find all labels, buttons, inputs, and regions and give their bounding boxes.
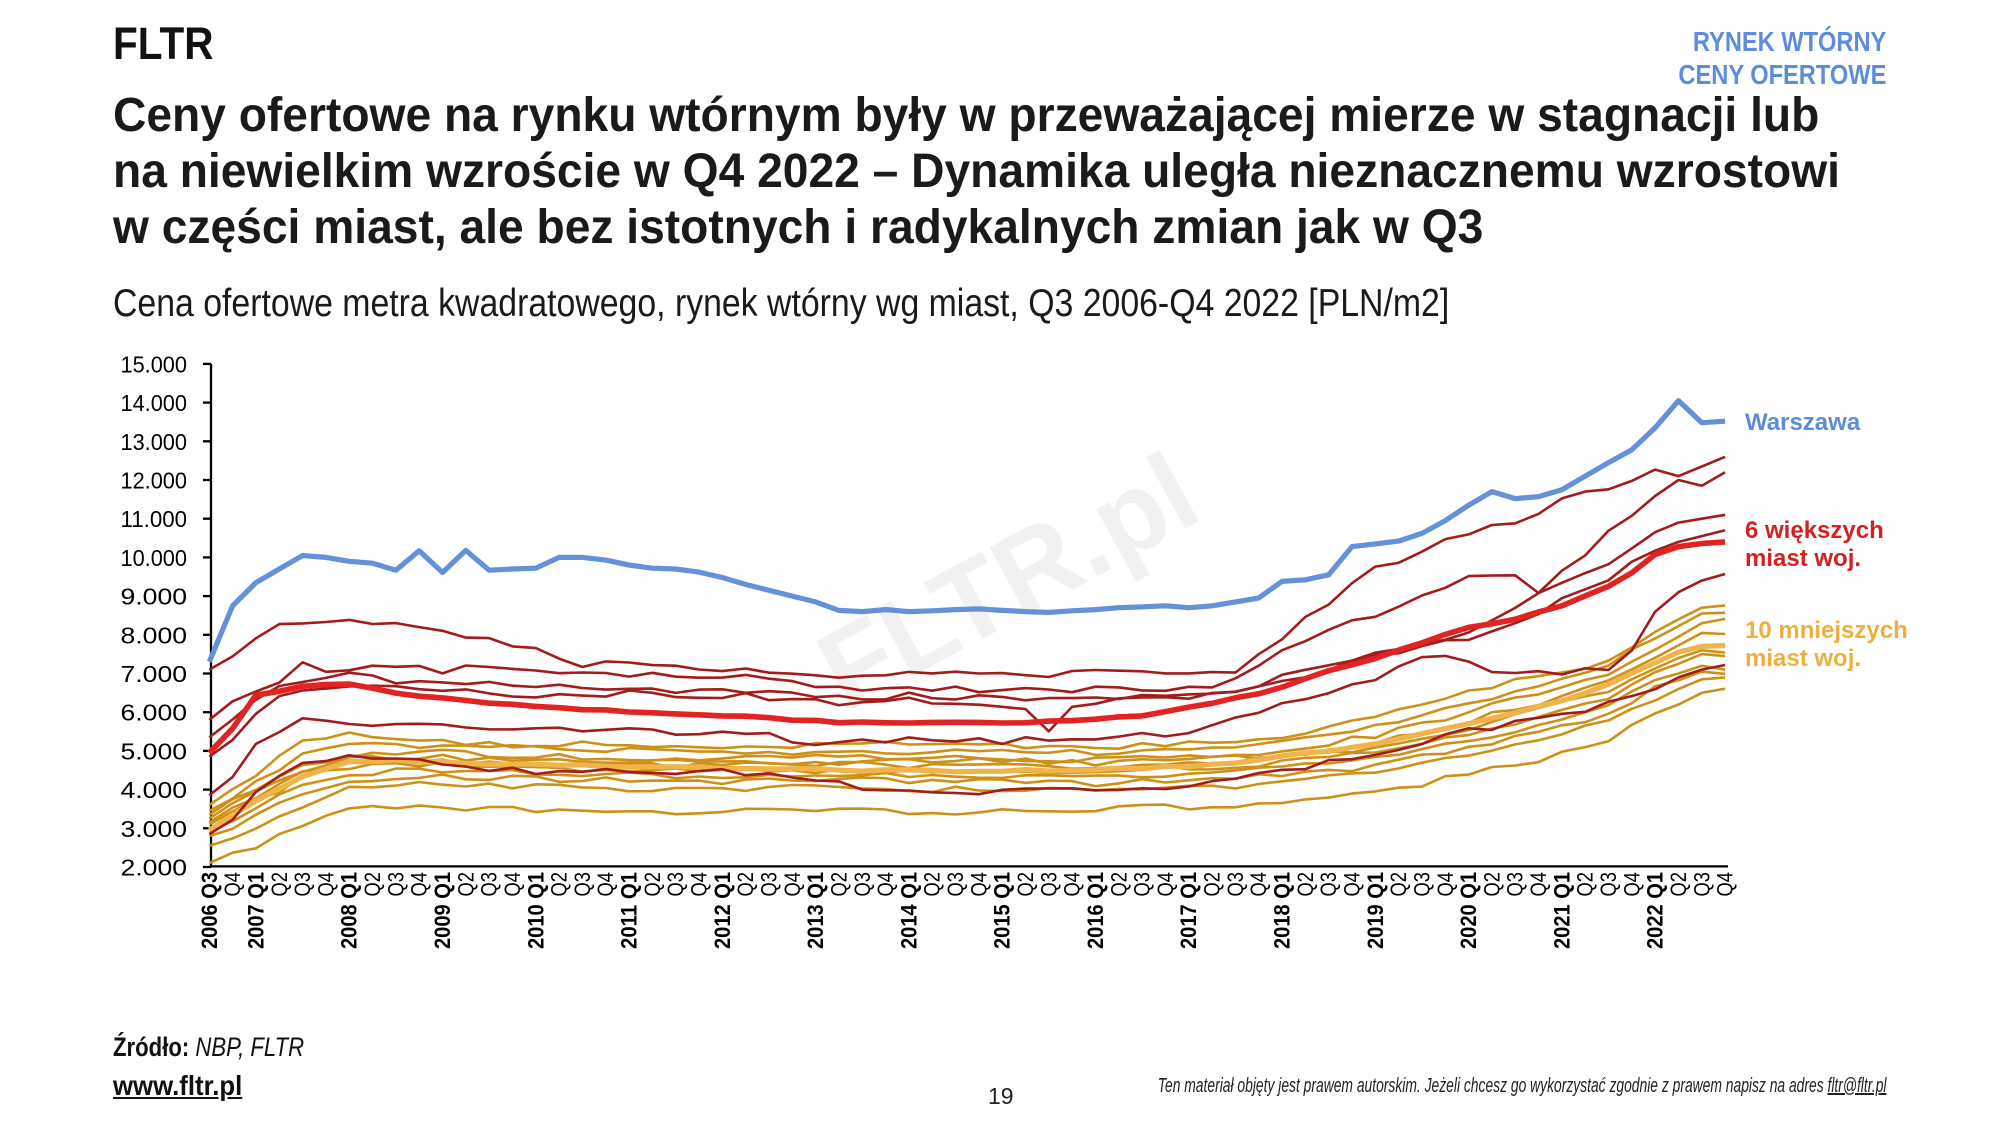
svg-text:Q2: Q2 (1479, 872, 1504, 897)
svg-text:2.000: 2.000 (121, 855, 188, 881)
svg-text:Q3: Q3 (1130, 872, 1155, 897)
svg-text:Q3: Q3 (1223, 872, 1248, 897)
svg-text:2014 Q1: 2014 Q1 (896, 872, 921, 949)
svg-text:2015 Q1: 2015 Q1 (990, 872, 1015, 949)
svg-text:Q4: Q4 (500, 872, 525, 897)
svg-text:14.000: 14.000 (121, 390, 188, 416)
svg-text:5.000: 5.000 (121, 738, 188, 764)
svg-text:2018 Q1: 2018 Q1 (1270, 872, 1295, 949)
svg-text:2007 Q1: 2007 Q1 (243, 872, 268, 949)
svg-text:2009 Q1: 2009 Q1 (430, 872, 455, 949)
svg-text:15.000: 15.000 (121, 351, 188, 377)
svg-text:Q2: Q2 (920, 872, 945, 897)
svg-text:Q4: Q4 (1246, 872, 1271, 897)
svg-text:Q3: Q3 (663, 872, 688, 897)
svg-text:4.000: 4.000 (121, 777, 188, 803)
svg-text:2016 Q1: 2016 Q1 (1083, 872, 1108, 949)
svg-text:2020 Q1: 2020 Q1 (1456, 872, 1481, 949)
svg-text:Q2: Q2 (733, 872, 758, 897)
svg-text:3.000: 3.000 (121, 816, 188, 842)
svg-text:Warszawa: Warszawa (1745, 409, 1861, 436)
svg-text:12.000: 12.000 (121, 468, 188, 494)
svg-text:Q2: Q2 (453, 872, 478, 897)
svg-text:Q4: Q4 (313, 872, 338, 897)
svg-text:Q4: Q4 (1713, 872, 1738, 897)
svg-text:Q3: Q3 (943, 872, 968, 897)
svg-text:2013 Q1: 2013 Q1 (803, 872, 828, 949)
svg-text:Q2: Q2 (640, 872, 665, 897)
svg-text:13.000: 13.000 (121, 429, 188, 455)
svg-text:2021 Q1: 2021 Q1 (1549, 872, 1574, 949)
svg-text:Q2: Q2 (547, 872, 572, 897)
svg-text:Q4: Q4 (593, 872, 618, 897)
svg-text:Q2: Q2 (1013, 872, 1038, 897)
svg-text:10 mniejszych: 10 mniejszych (1745, 617, 1908, 644)
svg-text:Q4: Q4 (1526, 872, 1551, 897)
svg-text:miast woj.: miast woj. (1745, 545, 1861, 572)
svg-text:Q2: Q2 (1386, 872, 1411, 897)
svg-text:Q4: Q4 (780, 872, 805, 897)
svg-text:2006 Q3: 2006 Q3 (197, 872, 222, 949)
svg-text:Q2: Q2 (1106, 872, 1131, 897)
svg-text:Q3: Q3 (757, 872, 782, 897)
svg-text:Q2: Q2 (267, 872, 292, 897)
svg-text:Q4: Q4 (220, 872, 245, 897)
svg-text:Q4: Q4 (407, 872, 432, 897)
svg-text:Q3: Q3 (570, 872, 595, 897)
svg-text:6.000: 6.000 (121, 700, 188, 726)
svg-text:10.000: 10.000 (121, 545, 188, 571)
svg-text:Q3: Q3 (1036, 872, 1061, 897)
svg-text:miast woj.: miast woj. (1745, 645, 1861, 672)
svg-text:2011 Q1: 2011 Q1 (617, 872, 642, 949)
svg-text:2022 Q1: 2022 Q1 (1643, 872, 1668, 949)
svg-text:Q3: Q3 (1596, 872, 1621, 897)
svg-text:FLTR.pl: FLTR.pl (798, 429, 1217, 734)
svg-text:Q3: Q3 (1503, 872, 1528, 897)
svg-text:2008 Q1: 2008 Q1 (337, 872, 362, 949)
svg-text:Q3: Q3 (850, 872, 875, 897)
svg-text:6 większych: 6 większych (1745, 517, 1884, 544)
svg-text:Q3: Q3 (1689, 872, 1714, 897)
svg-text:Q2: Q2 (1573, 872, 1598, 897)
svg-text:Q4: Q4 (1340, 872, 1365, 897)
svg-text:Q2: Q2 (1666, 872, 1691, 897)
svg-text:Q4: Q4 (873, 872, 898, 897)
svg-text:Q3: Q3 (1409, 872, 1434, 897)
svg-text:2010 Q1: 2010 Q1 (523, 872, 548, 949)
svg-text:Q2: Q2 (826, 872, 851, 897)
svg-text:2017 Q1: 2017 Q1 (1176, 872, 1201, 949)
svg-text:Q4: Q4 (1619, 872, 1644, 897)
svg-text:Q3: Q3 (477, 872, 502, 897)
svg-text:Q2: Q2 (360, 872, 385, 897)
svg-text:7.000: 7.000 (121, 661, 188, 687)
svg-text:Q3: Q3 (290, 872, 315, 897)
svg-text:11.000: 11.000 (121, 506, 188, 532)
svg-text:Q2: Q2 (1293, 872, 1318, 897)
svg-text:Q4: Q4 (966, 872, 991, 897)
svg-text:8.000: 8.000 (121, 622, 188, 648)
svg-text:Q2: Q2 (1200, 872, 1225, 897)
svg-text:Q4: Q4 (1433, 872, 1458, 897)
svg-text:Q4: Q4 (1153, 872, 1178, 897)
svg-text:Q4: Q4 (1060, 872, 1085, 897)
svg-text:9.000: 9.000 (121, 584, 188, 610)
svg-text:2019 Q1: 2019 Q1 (1363, 872, 1388, 949)
svg-text:Q3: Q3 (383, 872, 408, 897)
svg-text:Q3: Q3 (1316, 872, 1341, 897)
svg-text:2012 Q1: 2012 Q1 (710, 872, 735, 949)
svg-text:Q4: Q4 (687, 872, 712, 897)
